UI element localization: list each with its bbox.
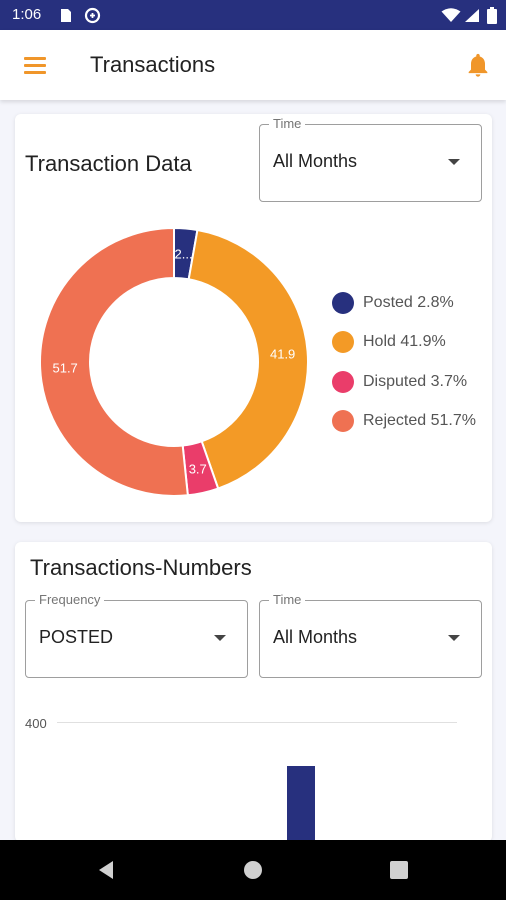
- legend-item-disputed: Disputed 3.7%: [332, 369, 502, 395]
- donut-label-disputed: 3.7: [189, 461, 207, 476]
- legend-dot-hold: [332, 331, 354, 353]
- legend-item-rejected: Rejected 51.7%: [332, 408, 502, 434]
- wifi-icon: [441, 8, 461, 22]
- battery-icon: [487, 7, 497, 24]
- menu-icon[interactable]: [22, 54, 48, 76]
- dropdown-arrow-icon: [448, 159, 460, 165]
- donut-chart: 2... 41.9 3.7 51.7: [39, 226, 309, 497]
- donut-slice-hold[interactable]: [187, 228, 309, 490]
- chart-bar[interactable]: [287, 766, 315, 846]
- data-saver-icon: [84, 7, 101, 24]
- navigation-bar: [0, 840, 506, 900]
- donut-slice-rejected[interactable]: [39, 226, 189, 497]
- app-bar: Transactions: [0, 30, 506, 100]
- transactions-numbers-title: Transactions-Numbers: [30, 555, 252, 580]
- frequency-dropdown-value: POSTED: [39, 627, 114, 647]
- frequency-dropdown-label: Frequency: [35, 592, 105, 607]
- legend-dot-disputed: [332, 371, 354, 393]
- transactions-numbers-card: [15, 542, 492, 842]
- donut-label-hold: 41.9: [270, 346, 295, 361]
- legend-text-disputed: Disputed 3.7%: [363, 373, 468, 390]
- time-dropdown-label: Time: [269, 116, 306, 131]
- transaction-data-title: Transaction Data: [25, 151, 192, 176]
- y-axis-tick-label: 400: [25, 716, 47, 731]
- back-icon[interactable]: [95, 859, 117, 881]
- sim-card-icon: [61, 9, 71, 22]
- signal-icon: [465, 9, 479, 22]
- dropdown-arrow-icon: [448, 635, 460, 641]
- legend-text-rejected: Rejected 51.7%: [363, 412, 476, 429]
- frequency-dropdown[interactable]: Frequency POSTED: [25, 592, 248, 678]
- recents-icon[interactable]: [390, 861, 408, 879]
- chart-grid-line: [57, 722, 457, 723]
- donut-label-posted: 2...: [175, 246, 193, 261]
- page-title: Transactions: [90, 52, 216, 77]
- legend-item-hold: Hold 41.9%: [332, 329, 502, 355]
- legend-text-hold: Hold 41.9%: [363, 333, 446, 350]
- legend-item-posted: Posted 2.8%: [332, 290, 502, 316]
- time-dropdown-value: All Months: [273, 151, 358, 171]
- legend-dot-posted: [332, 292, 354, 314]
- legend-text-posted: Posted 2.8%: [363, 294, 454, 311]
- dropdown-arrow-icon: [214, 635, 226, 641]
- status-bar: 1:06: [0, 0, 506, 30]
- time-dropdown[interactable]: Time All Months: [259, 116, 482, 202]
- numbers-time-dropdown-value: All Months: [273, 627, 358, 647]
- home-icon[interactable]: [243, 860, 263, 880]
- legend-dot-rejected: [332, 410, 354, 432]
- numbers-time-dropdown-label: Time: [269, 592, 306, 607]
- status-time: 1:06: [12, 6, 42, 23]
- numbers-time-dropdown[interactable]: Time All Months: [259, 592, 482, 678]
- donut-label-rejected: 51.7: [52, 361, 77, 376]
- bell-icon[interactable]: [464, 51, 492, 79]
